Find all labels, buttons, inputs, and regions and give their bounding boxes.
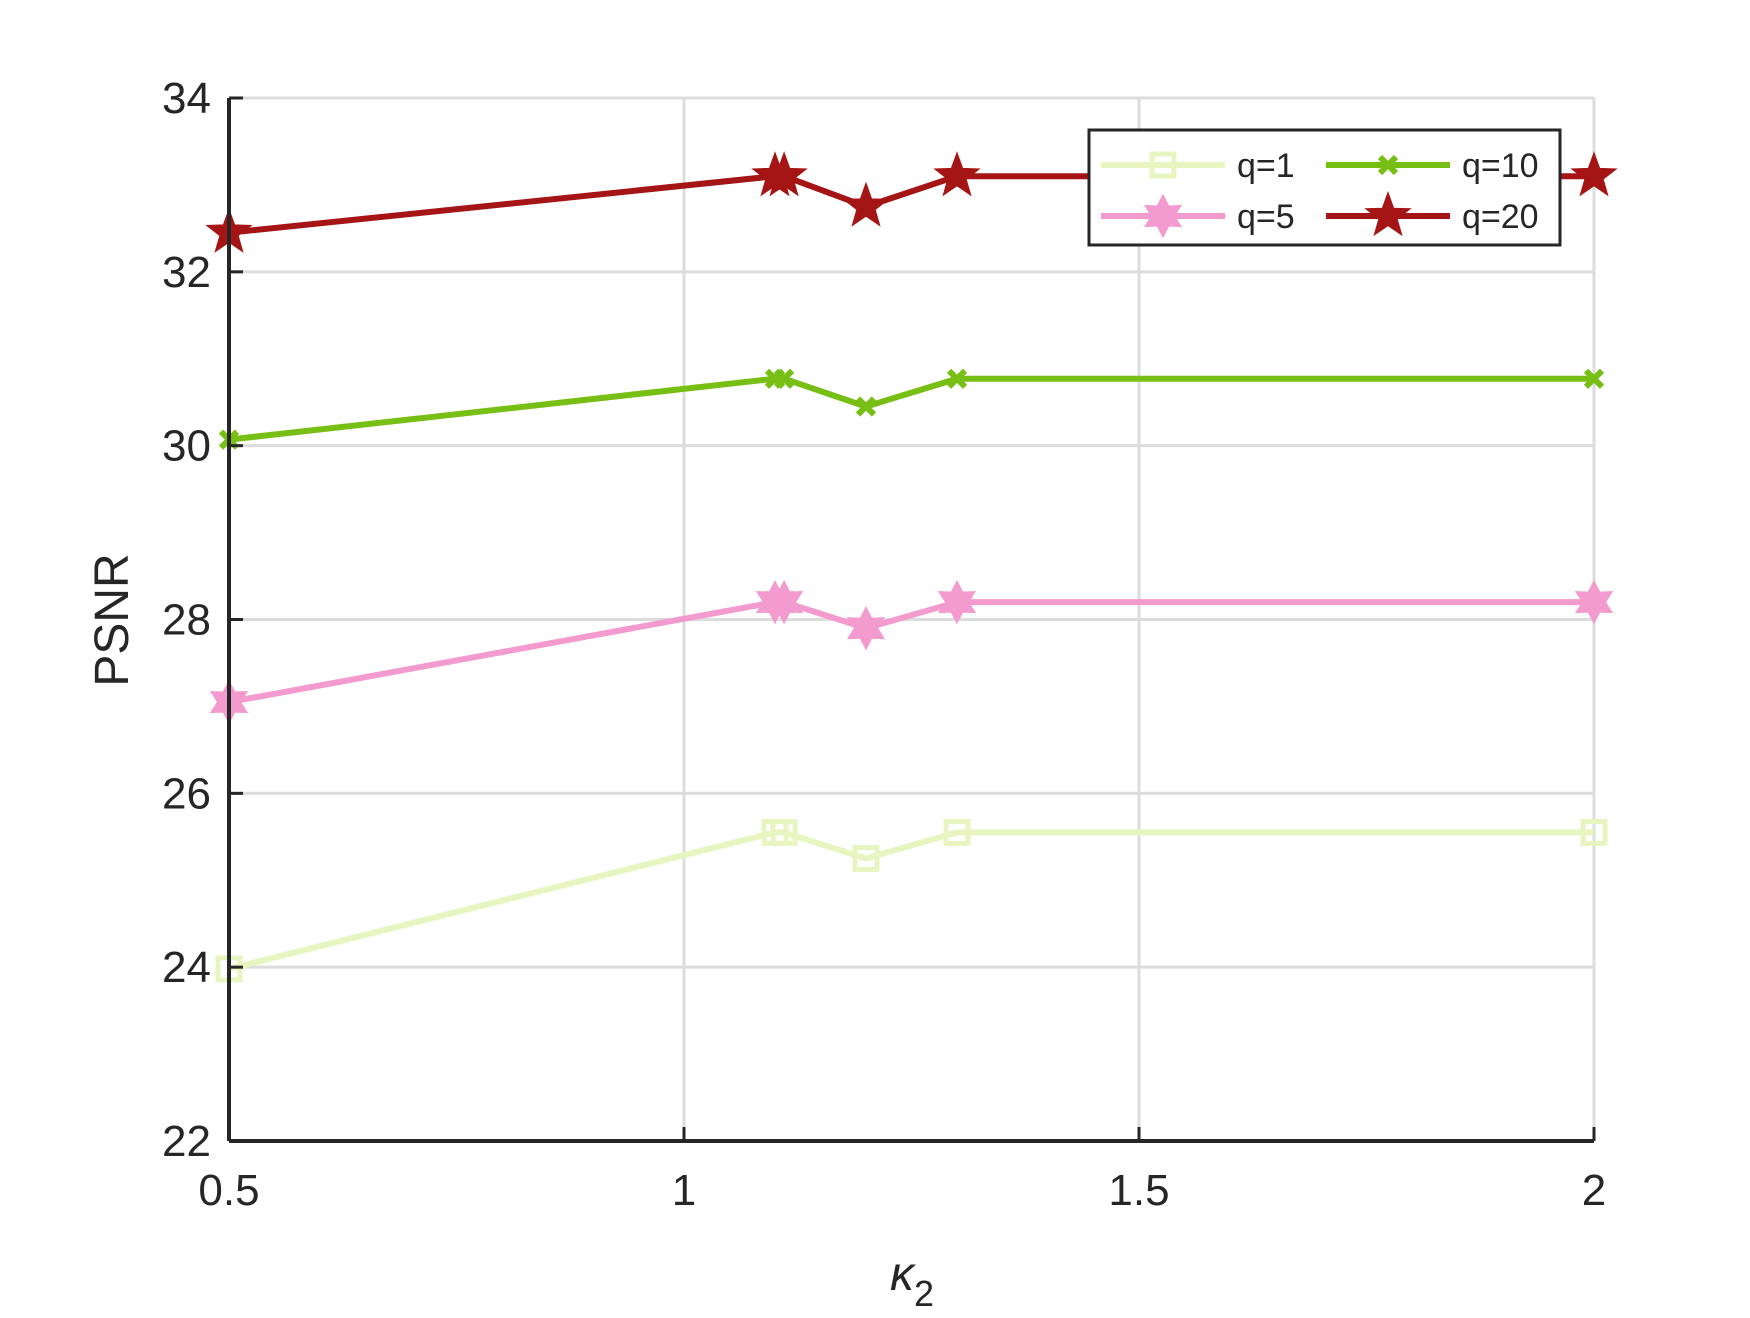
data-point — [764, 579, 804, 625]
y-tick-label: 22 — [162, 1117, 211, 1166]
data-point — [933, 151, 981, 197]
marker-stroke — [855, 396, 877, 417]
data-point — [1583, 368, 1605, 389]
data-point — [1574, 579, 1614, 625]
data-point — [842, 181, 890, 227]
x-tick-label: 1.5 — [1108, 1166, 1169, 1215]
legend-marker — [1143, 193, 1183, 239]
legend-entry: q=20 — [1326, 191, 1539, 237]
x-tick-label: 0.5 — [198, 1166, 259, 1215]
x-tick-label: 2 — [1582, 1166, 1606, 1215]
axes — [227, 96, 1596, 1143]
series-layer — [205, 151, 1618, 983]
x-tick-label: 1 — [672, 1166, 696, 1215]
x-axis-label: κ2 — [890, 1248, 934, 1313]
marker-stroke — [773, 368, 795, 389]
y-tick-label: 30 — [162, 422, 211, 471]
marker-stroke — [946, 368, 968, 389]
legend-entry: q=10 — [1326, 147, 1539, 185]
data-point — [773, 368, 795, 389]
legend-entry: q=1 — [1101, 147, 1295, 185]
legend-label: q=1 — [1237, 147, 1295, 185]
legend-entries: q=1 q=10 q=5 q=20 — [1101, 147, 1539, 239]
y-axis-label: PSNR — [86, 553, 139, 686]
marker-stroke — [1377, 154, 1399, 176]
y-tick-label: 28 — [162, 596, 211, 645]
data-point — [943, 818, 971, 846]
y-tick-label: 32 — [162, 248, 211, 297]
data-point — [855, 396, 877, 417]
x-axis-label-symbol: κ — [890, 1248, 917, 1301]
data-point — [760, 151, 808, 197]
legend-marker — [1149, 151, 1177, 179]
data-point — [946, 368, 968, 389]
y-tick-label: 24 — [162, 943, 211, 992]
legend-marker — [1377, 154, 1399, 176]
legend-label: q=10 — [1462, 147, 1539, 185]
legend-label: q=20 — [1462, 198, 1539, 236]
series-line — [228, 829, 1594, 972]
legend-entry: q=5 — [1101, 193, 1295, 239]
marker-stroke — [1583, 368, 1605, 389]
data-point — [1570, 151, 1618, 197]
data-point — [852, 845, 880, 873]
legend-label: q=5 — [1237, 198, 1295, 236]
data-point — [937, 579, 977, 625]
legend-marker — [1364, 191, 1412, 237]
series-q-1 — [215, 818, 1608, 983]
data-point — [770, 818, 798, 846]
y-tick-label: 26 — [162, 769, 211, 818]
series-line — [228, 599, 1594, 706]
x-axis-label-subscript: 2 — [914, 1273, 934, 1313]
data-point — [846, 606, 886, 651]
series-line — [228, 375, 1594, 443]
legend: q=1 q=10 q=5 q=20 — [1087, 128, 1562, 247]
data-point — [1580, 818, 1608, 846]
y-tick-label: 34 — [162, 74, 211, 123]
series-line — [228, 173, 1594, 236]
